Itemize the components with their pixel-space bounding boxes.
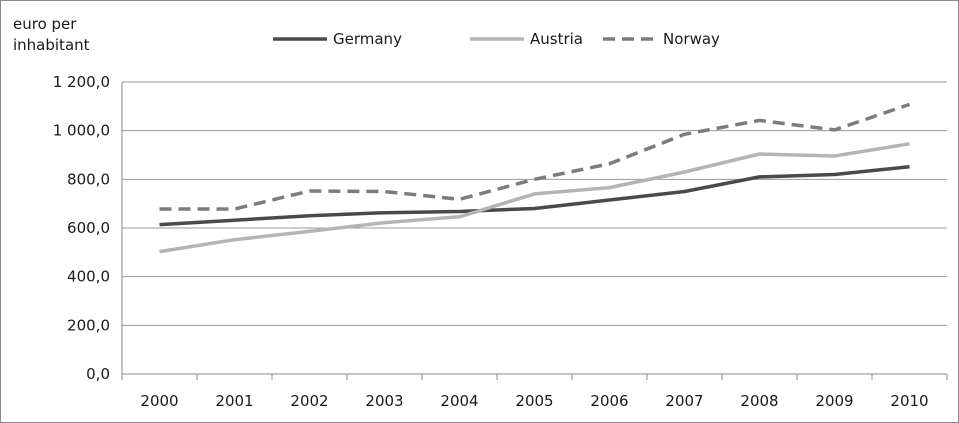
y-axis-title: inhabitant	[13, 36, 90, 54]
x-tick-label: 2008	[740, 392, 778, 410]
x-tick-label: 2007	[665, 392, 703, 410]
y-tick-label: 0,0	[86, 365, 110, 383]
x-tick-label: 2005	[515, 392, 553, 410]
series-line-austria	[159, 142, 910, 254]
x-tick-label: 2010	[890, 392, 928, 410]
x-tick-label: 2009	[815, 392, 853, 410]
y-tick-label: 400,0	[67, 268, 110, 286]
x-tick-label: 2002	[290, 392, 328, 410]
y-axis-title: euro per	[13, 15, 77, 33]
legend-label-norway: Norway	[663, 30, 720, 48]
series-line-germany	[159, 164, 910, 227]
x-tick-label: 2001	[215, 392, 253, 410]
series-line-norway	[159, 102, 911, 211]
legend-label-austria: Austria	[530, 30, 583, 48]
x-tick-label: 2000	[140, 392, 178, 410]
y-tick-label: 200,0	[67, 316, 110, 334]
x-tick-label: 2003	[365, 392, 403, 410]
x-tick-label: 2006	[590, 392, 628, 410]
x-tick-label: 2004	[440, 392, 478, 410]
y-tick-label: 800,0	[67, 170, 110, 188]
y-tick-label: 600,0	[67, 219, 110, 237]
y-tick-label: 1 000,0	[53, 122, 110, 140]
y-tick-label: 1 200,0	[53, 73, 110, 91]
legend-label-germany: Germany	[333, 30, 402, 48]
